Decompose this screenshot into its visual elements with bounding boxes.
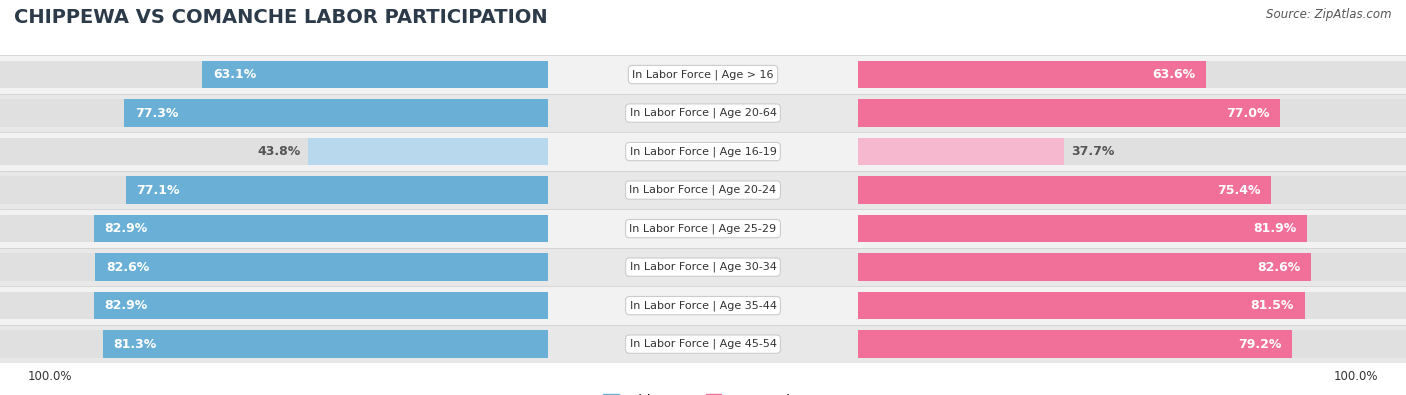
Bar <box>858 330 1406 358</box>
Bar <box>125 99 548 127</box>
Text: 79.2%: 79.2% <box>1239 338 1281 351</box>
Text: In Labor Force | Age 25-29: In Labor Force | Age 25-29 <box>630 223 776 234</box>
Text: 75.4%: 75.4% <box>1218 184 1261 197</box>
Bar <box>0 138 548 166</box>
Text: 37.7%: 37.7% <box>1071 145 1115 158</box>
Bar <box>0 132 1406 171</box>
Text: 100.0%: 100.0% <box>1333 370 1378 383</box>
Bar <box>858 99 1279 127</box>
Bar <box>858 138 1064 166</box>
Text: 82.6%: 82.6% <box>1257 261 1301 274</box>
Bar <box>858 176 1406 204</box>
Bar <box>103 330 548 358</box>
Text: 100.0%: 100.0% <box>28 370 73 383</box>
Bar <box>858 61 1206 88</box>
Bar <box>125 176 548 204</box>
Text: 77.3%: 77.3% <box>135 107 179 120</box>
Bar <box>0 55 1406 94</box>
Bar <box>0 253 548 281</box>
Text: 63.1%: 63.1% <box>212 68 256 81</box>
Text: 77.0%: 77.0% <box>1226 107 1270 120</box>
Bar <box>858 61 1406 88</box>
Bar <box>0 330 548 358</box>
Bar <box>858 138 1406 166</box>
Text: 82.6%: 82.6% <box>105 261 149 274</box>
Text: In Labor Force | Age 20-64: In Labor Force | Age 20-64 <box>630 108 776 118</box>
Bar <box>0 94 1406 132</box>
Bar <box>0 292 548 320</box>
Bar <box>0 61 548 88</box>
Text: In Labor Force | Age 20-24: In Labor Force | Age 20-24 <box>630 185 776 196</box>
Text: 81.9%: 81.9% <box>1253 222 1296 235</box>
Bar <box>94 292 548 320</box>
Text: In Labor Force | Age 16-19: In Labor Force | Age 16-19 <box>630 146 776 157</box>
Text: 43.8%: 43.8% <box>257 145 301 158</box>
Bar <box>858 253 1406 281</box>
Bar <box>0 215 548 243</box>
Text: 81.3%: 81.3% <box>112 338 156 351</box>
Text: 63.6%: 63.6% <box>1153 68 1197 81</box>
Bar <box>0 171 1406 209</box>
Bar <box>94 215 548 243</box>
Bar <box>858 330 1292 358</box>
Text: 82.9%: 82.9% <box>104 222 148 235</box>
Bar <box>202 61 548 88</box>
Bar <box>858 292 1406 320</box>
Bar <box>308 138 548 166</box>
Bar <box>0 176 548 204</box>
Bar <box>858 253 1310 281</box>
Legend: Chippewa, Comanche: Chippewa, Comanche <box>598 388 808 395</box>
Text: 81.5%: 81.5% <box>1251 299 1294 312</box>
Text: 82.9%: 82.9% <box>104 299 148 312</box>
Bar <box>858 176 1271 204</box>
Text: Source: ZipAtlas.com: Source: ZipAtlas.com <box>1267 8 1392 21</box>
Bar <box>0 325 1406 363</box>
Text: In Labor Force | Age > 16: In Labor Force | Age > 16 <box>633 69 773 80</box>
Bar <box>0 99 548 127</box>
Bar <box>858 99 1406 127</box>
Text: In Labor Force | Age 30-34: In Labor Force | Age 30-34 <box>630 262 776 273</box>
Bar <box>0 248 1406 286</box>
Text: In Labor Force | Age 45-54: In Labor Force | Age 45-54 <box>630 339 776 350</box>
Bar <box>858 215 1406 243</box>
Bar <box>0 286 1406 325</box>
Bar <box>858 215 1306 243</box>
Bar <box>0 209 1406 248</box>
Text: In Labor Force | Age 35-44: In Labor Force | Age 35-44 <box>630 300 776 311</box>
Text: 77.1%: 77.1% <box>136 184 180 197</box>
Bar <box>96 253 548 281</box>
Text: CHIPPEWA VS COMANCHE LABOR PARTICIPATION: CHIPPEWA VS COMANCHE LABOR PARTICIPATION <box>14 8 548 27</box>
Bar <box>858 292 1305 320</box>
